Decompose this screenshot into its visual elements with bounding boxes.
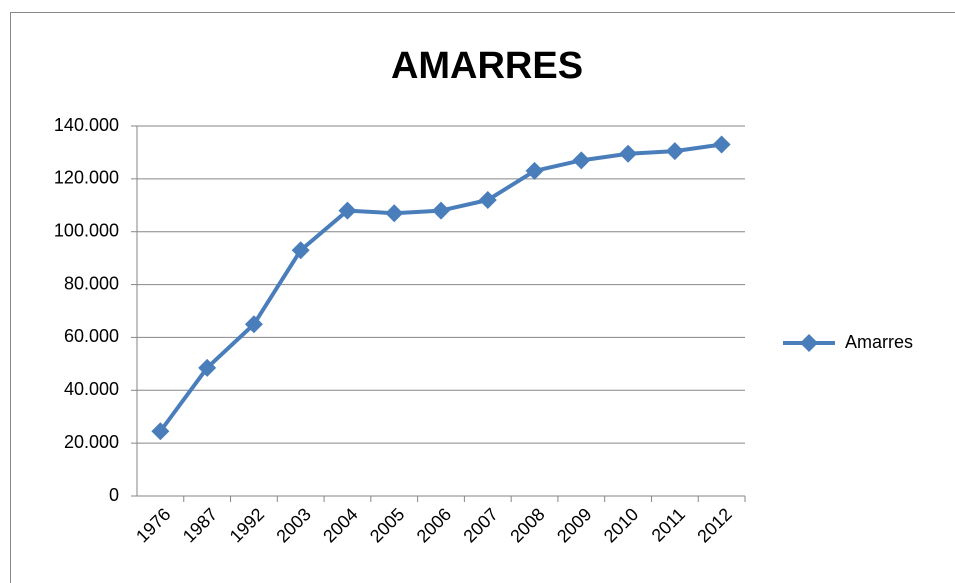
- point-marker: [291, 241, 310, 260]
- y-tick-label: 60.000: [64, 326, 119, 346]
- point-marker: [712, 135, 731, 154]
- point-marker: [619, 144, 638, 163]
- point-marker: [432, 201, 450, 220]
- y-tick-label: 100.000: [54, 220, 119, 240]
- point-marker: [572, 151, 591, 170]
- point-marker: [665, 142, 684, 161]
- legend-label: Amarres: [845, 332, 913, 352]
- point-marker: [478, 191, 497, 209]
- point-marker: [338, 201, 357, 220]
- legend-marker: [800, 334, 818, 352]
- point-marker: [198, 358, 217, 377]
- y-tick-label: 120.000: [54, 168, 119, 188]
- point-marker: [385, 204, 404, 223]
- point-marker: [525, 161, 544, 180]
- y-tick-label: 0: [109, 485, 119, 505]
- y-tick-label: 140.000: [54, 115, 119, 135]
- y-tick-label: 80.000: [64, 273, 119, 293]
- point-marker: [151, 422, 170, 441]
- y-tick-label: 20.000: [64, 432, 119, 452]
- chart-frame: [10, 12, 955, 583]
- chart-title: AMARRES: [391, 45, 583, 87]
- point-marker: [244, 315, 263, 334]
- y-tick-label: 40.000: [64, 379, 119, 399]
